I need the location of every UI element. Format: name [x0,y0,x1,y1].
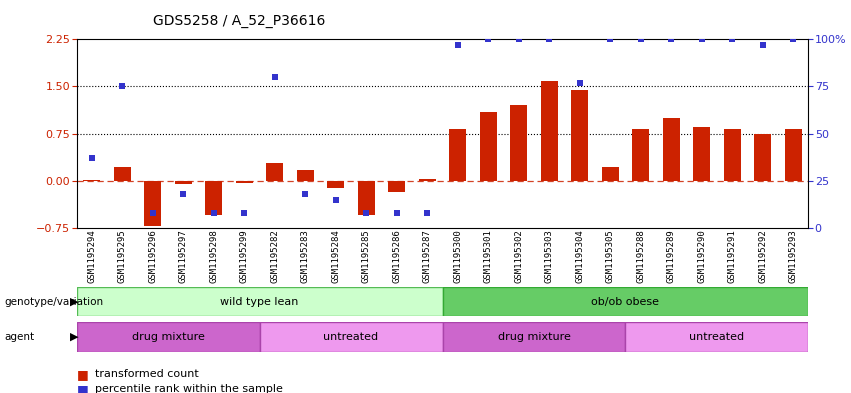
Text: untreated: untreated [323,332,379,342]
Bar [602,167,619,181]
Point [116,83,129,90]
FancyBboxPatch shape [443,287,808,316]
Point [329,196,343,203]
Bar [571,90,588,181]
Bar [694,127,710,181]
Bar [236,181,253,183]
Text: GDS5258 / A_52_P36616: GDS5258 / A_52_P36616 [153,14,326,28]
Text: untreated: untreated [689,332,745,342]
Point [268,74,282,80]
Point [603,36,617,42]
Point [146,210,160,216]
Text: wild type lean: wild type lean [220,297,299,307]
Text: ob/ob obese: ob/ob obese [591,297,660,307]
Text: ▶: ▶ [70,297,78,307]
Bar [632,129,649,181]
Point [85,155,99,161]
Bar [328,181,344,188]
FancyBboxPatch shape [77,322,260,352]
Bar [754,134,771,181]
Point [756,42,769,48]
Text: drug mixture: drug mixture [498,332,570,342]
Bar [83,180,100,181]
Point [542,36,556,42]
Bar [358,181,374,215]
Bar [145,181,161,226]
Bar [205,181,222,215]
Point [482,36,495,42]
Point [695,36,709,42]
Bar [449,129,466,181]
Point [207,210,220,216]
Point [299,191,312,197]
Bar [785,129,802,181]
Point [420,210,434,216]
Text: genotype/variation: genotype/variation [4,297,103,307]
Text: ▶: ▶ [70,332,78,342]
Point [359,210,373,216]
Text: drug mixture: drug mixture [132,332,204,342]
Bar [266,163,283,181]
Bar [297,170,314,181]
FancyBboxPatch shape [443,322,625,352]
FancyBboxPatch shape [260,322,443,352]
Text: ■: ■ [77,382,89,393]
Point [512,36,526,42]
Point [176,191,190,197]
Point [725,36,739,42]
Bar [480,112,497,181]
Text: transformed count: transformed count [95,369,199,379]
Point [451,42,465,48]
Point [573,79,586,86]
Text: percentile rank within the sample: percentile rank within the sample [95,384,283,393]
Point [237,210,251,216]
Point [634,36,648,42]
Point [786,36,800,42]
Point [665,36,678,42]
Bar [388,181,405,192]
FancyBboxPatch shape [77,287,443,316]
Text: agent: agent [4,332,34,342]
Bar [114,167,131,181]
Bar [541,81,557,181]
Bar [175,181,191,184]
Text: ■: ■ [77,367,89,381]
Bar [724,129,740,181]
Bar [511,105,527,181]
Bar [419,179,436,181]
FancyBboxPatch shape [625,322,808,352]
Bar [663,118,680,181]
Point [390,210,403,216]
